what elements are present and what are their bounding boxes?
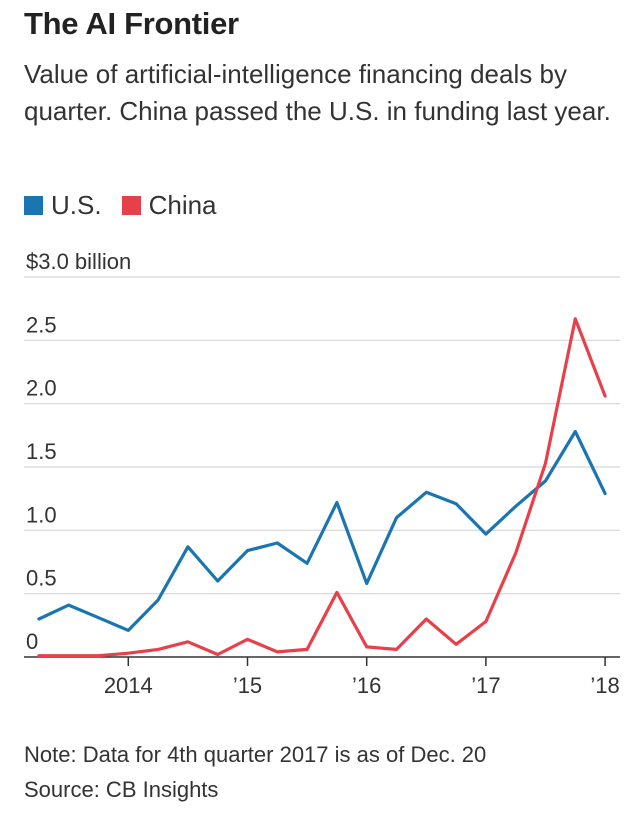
legend-swatch-china xyxy=(121,196,141,215)
x-tick-label-0: 2014 xyxy=(104,673,153,698)
legend-swatch-us xyxy=(24,196,43,215)
chart-note: Note: Data for 4th quarter 2017 is as of… xyxy=(24,737,486,807)
chart-subtitle: Value of artificial-intelligence financi… xyxy=(24,59,611,126)
legend-item-china: China xyxy=(121,190,217,221)
legend: U.S. China xyxy=(24,190,237,221)
legend-label-us: U.S. xyxy=(51,190,102,220)
y-tick-label-1: 0.5 xyxy=(26,566,57,591)
source-text: Source: CB Insights xyxy=(24,777,219,802)
y-tick-label-3: 1.5 xyxy=(26,439,57,464)
y-tick-label-5: 2.5 xyxy=(26,312,57,337)
series-line-us xyxy=(37,429,607,632)
y-tick-label-4: 2.0 xyxy=(26,376,57,401)
y-tick-label-0: 0 xyxy=(26,629,38,654)
legend-item-us: U.S. xyxy=(24,190,102,221)
x-tick-label-4: ’18 xyxy=(590,673,619,698)
x-tick-label-1: ’15 xyxy=(233,673,262,698)
x-tick-label-3: ’17 xyxy=(471,673,500,698)
y-tick-label-2: 1.0 xyxy=(26,502,57,527)
series-line-china xyxy=(37,317,607,658)
chart-title: The AI Frontier xyxy=(24,6,239,41)
note-text: Note: Data for 4th quarter 2017 is as of… xyxy=(24,742,487,767)
legend-label-china: China xyxy=(148,190,217,220)
line-chart: 0 0.5 1.0 1.5 2.0 2.5 $3.0 billion 2014 ’15 ’16 ’1… xyxy=(24,249,620,698)
x-tick-label-2: ’16 xyxy=(352,673,381,698)
y-tick-label-6: $3.0 billion xyxy=(26,249,131,274)
